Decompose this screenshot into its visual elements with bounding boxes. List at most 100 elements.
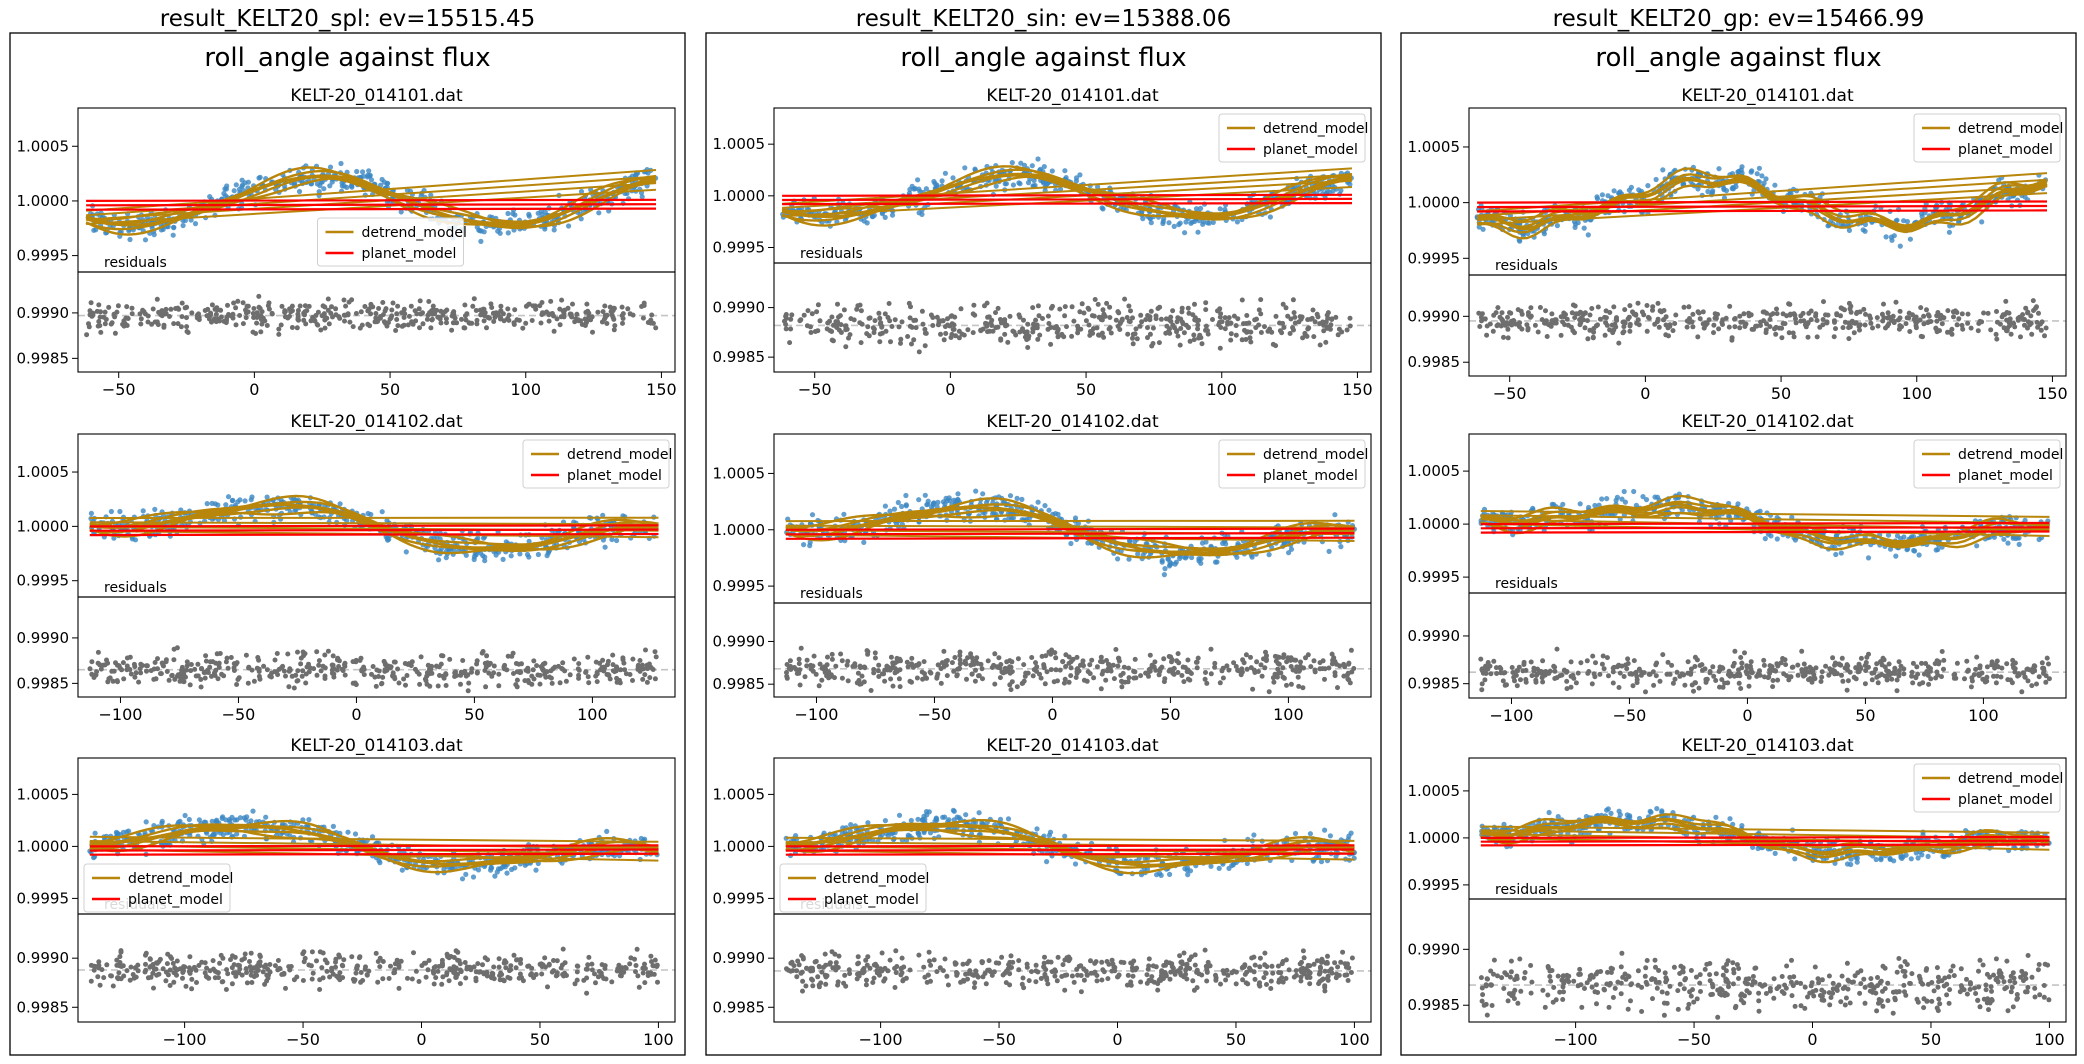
data-point	[143, 819, 149, 825]
residual-point	[969, 655, 975, 661]
residual-point	[322, 665, 328, 671]
data-point	[368, 177, 375, 183]
residual-point	[175, 321, 181, 327]
residual-point	[815, 302, 821, 308]
data-point	[1021, 162, 1028, 168]
data-point	[1288, 546, 1295, 552]
residual-point	[396, 680, 402, 686]
residual-point	[334, 667, 340, 673]
data-point	[182, 812, 188, 819]
residual-point	[1086, 322, 1092, 328]
x-tick-label: 100	[643, 1030, 674, 1049]
residual-point	[210, 958, 216, 964]
residual-point	[172, 676, 178, 682]
residual-point	[474, 669, 480, 675]
residual-point	[1033, 660, 1038, 666]
residual-point	[554, 970, 560, 976]
y-tick-label: 0.9995	[17, 889, 70, 907]
residual-point	[395, 303, 401, 309]
data-point	[92, 830, 98, 836]
residual-point	[1244, 313, 1250, 318]
x-tick-label: 0	[249, 380, 259, 399]
residual-point	[102, 309, 108, 315]
residual-point	[783, 315, 789, 321]
residual-point	[941, 664, 947, 669]
plot-area	[78, 494, 675, 694]
residual-point	[359, 322, 365, 328]
data-point	[1189, 554, 1195, 561]
residual-point	[440, 312, 446, 318]
residual-point	[1030, 673, 1036, 679]
detrend-model-line	[89, 840, 659, 850]
residual-point	[951, 668, 957, 674]
residual-point	[1068, 673, 1074, 679]
residual-point	[569, 314, 575, 320]
data-point	[1007, 493, 1014, 499]
residual-point	[164, 669, 170, 674]
residual-point	[534, 663, 540, 669]
residual-point	[1253, 325, 1259, 331]
residual-point	[618, 667, 624, 673]
data-point	[1159, 559, 1165, 565]
data-point	[117, 508, 123, 515]
residual-point	[1324, 312, 1330, 318]
residual-point	[542, 955, 548, 961]
residual-point	[640, 965, 646, 971]
subplot-title: KELT-20_014102.dat	[986, 412, 1159, 432]
residual-point	[1037, 671, 1042, 677]
residual-point	[1127, 319, 1133, 325]
data-point	[533, 867, 539, 873]
residual-point	[1280, 320, 1286, 326]
residual-point	[1293, 657, 1299, 663]
data-point	[500, 556, 506, 563]
residual-point	[354, 966, 360, 972]
residual-point	[272, 657, 278, 663]
panel-border	[9, 32, 686, 1056]
result-panel-0: result_KELT20_spl: ev=15515.45roll_angle…	[9, 6, 686, 1056]
residual-point	[847, 332, 853, 338]
residual-point	[635, 973, 641, 979]
residual-point	[970, 330, 976, 336]
residual-point	[301, 949, 307, 955]
residual-point	[858, 308, 864, 314]
residual-point	[430, 303, 436, 309]
residual-point	[507, 967, 513, 972]
data-point	[142, 237, 149, 243]
residual-point	[337, 977, 343, 983]
residual-point	[424, 316, 430, 322]
residual-point	[554, 958, 560, 964]
data-point	[219, 815, 225, 822]
data-point	[1162, 566, 1168, 572]
data-point	[428, 192, 434, 198]
residual-point	[268, 674, 274, 680]
data-point	[1189, 219, 1195, 225]
data-point	[243, 817, 249, 823]
residual-point	[295, 649, 300, 655]
residual-point	[159, 308, 165, 314]
residual-point	[938, 318, 944, 324]
planet-model-line	[782, 202, 1353, 206]
data-point	[1168, 561, 1174, 567]
residual-point	[506, 317, 512, 323]
residual-point	[563, 678, 569, 684]
residual-point	[192, 666, 198, 672]
data-point	[226, 817, 232, 823]
residual-point	[256, 673, 262, 679]
residual-point	[551, 328, 557, 334]
residual-point	[1130, 331, 1136, 337]
residual-point	[890, 683, 896, 689]
data-point	[916, 186, 922, 192]
residual-point	[1228, 320, 1234, 326]
residual-point	[1071, 318, 1077, 324]
y-tick-label: 0.9985	[17, 998, 70, 1016]
residual-point	[249, 980, 255, 985]
data-point	[596, 210, 602, 216]
residual-point	[805, 308, 811, 314]
residual-point	[466, 320, 472, 326]
residual-point	[1218, 325, 1224, 330]
residual-point	[1299, 314, 1305, 320]
data-point	[231, 188, 237, 194]
residual-point	[364, 972, 370, 978]
residual-point	[1126, 675, 1132, 681]
residual-point	[212, 975, 218, 981]
